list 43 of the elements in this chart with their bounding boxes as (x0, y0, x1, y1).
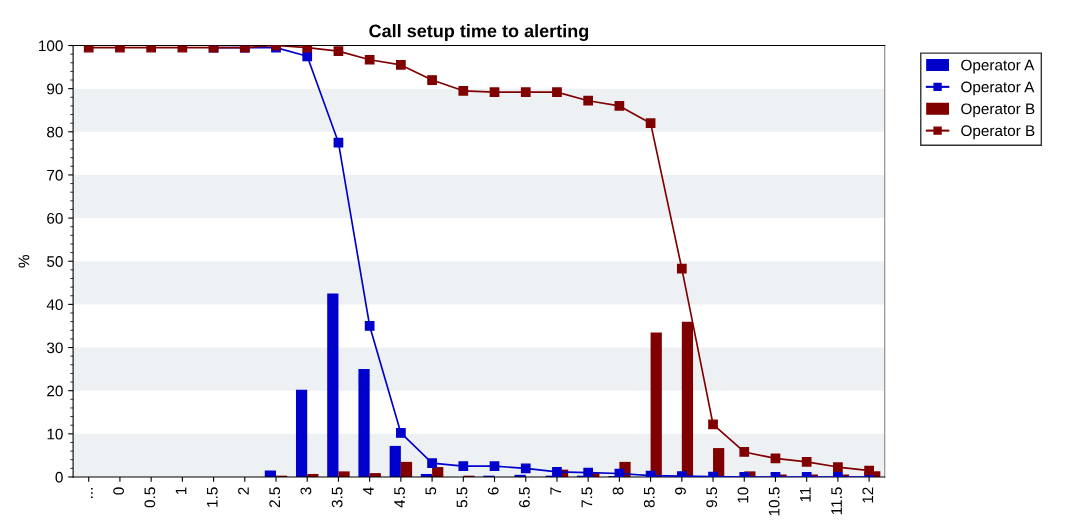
x-tick-label: 6.5 (519, 487, 530, 508)
x-tick-label: 12 (862, 487, 874, 503)
x-tick-label: 10.5 (768, 487, 780, 516)
chart-title: Call setup time to alerting (369, 24, 589, 41)
x-tick-label: 2 (238, 487, 249, 495)
y-tick-label: 80 (47, 126, 63, 138)
x-tick-label: 0.5 (144, 487, 156, 508)
y-tick-label: 100 (39, 40, 63, 52)
x-tick-label: 7 (550, 487, 561, 495)
x-tick-label: 8.5 (643, 487, 655, 508)
legend-label: Operator B (961, 103, 1035, 118)
y-tick-label: 30 (46, 342, 63, 354)
x-tick-label: 4 (363, 487, 374, 495)
x-tick-label: 3 (300, 487, 312, 495)
y-tick-label: 90 (47, 83, 63, 95)
legend-label: Operator A (961, 81, 1035, 96)
x-tick-label: 0 (113, 487, 125, 495)
x-tick-label: 11 (800, 487, 811, 502)
x-tick-label: 3.5 (331, 487, 343, 508)
y-tick-label: 10 (47, 428, 63, 440)
y-tick-label: 60 (47, 212, 63, 224)
x-tick-label: 10 (737, 487, 749, 503)
legend-label: Operator B (961, 125, 1035, 140)
x-tick-label: 5 (425, 487, 437, 495)
x-tick-label: 4.5 (394, 487, 405, 508)
x-tick-label: 8 (612, 487, 624, 495)
y-tick-label: 50 (47, 256, 63, 267)
x-tick-label: 2.5 (269, 487, 281, 508)
legend-label: Operator A (961, 59, 1035, 74)
y-tick-label: 40 (46, 299, 63, 311)
x-tick-label: 11.5 (831, 487, 842, 515)
y-axis-title: % (18, 254, 30, 268)
x-tick-label: 9 (675, 487, 686, 495)
x-tick-label: 1.5 (207, 487, 218, 507)
y-tick-label: 70 (47, 169, 63, 181)
x-tick-label: ... (91, 488, 93, 499)
x-tick-label: 7.5 (581, 487, 593, 508)
y-tick-label: 20 (47, 385, 63, 397)
x-tick-label: 6 (487, 487, 499, 495)
x-tick-label: 1 (175, 487, 187, 495)
x-tick-label: 9.5 (706, 487, 718, 508)
x-tick-label: 5.5 (456, 487, 468, 508)
y-tick-label: 0 (55, 471, 63, 483)
